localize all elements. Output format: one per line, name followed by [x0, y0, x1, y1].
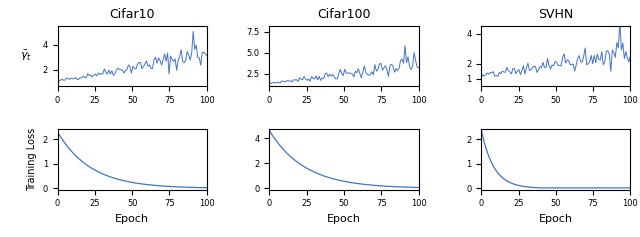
Title: SVHN: SVHN — [538, 8, 573, 21]
X-axis label: Epoch: Epoch — [115, 214, 149, 224]
Title: Cifar10: Cifar10 — [109, 8, 155, 21]
X-axis label: Epoch: Epoch — [327, 214, 361, 224]
X-axis label: Epoch: Epoch — [539, 214, 573, 224]
Title: Cifar100: Cifar100 — [317, 8, 371, 21]
Y-axis label: $\bar{\gamma}_t$: $\bar{\gamma}_t$ — [20, 49, 32, 63]
Y-axis label: Training Loss: Training Loss — [27, 128, 37, 191]
